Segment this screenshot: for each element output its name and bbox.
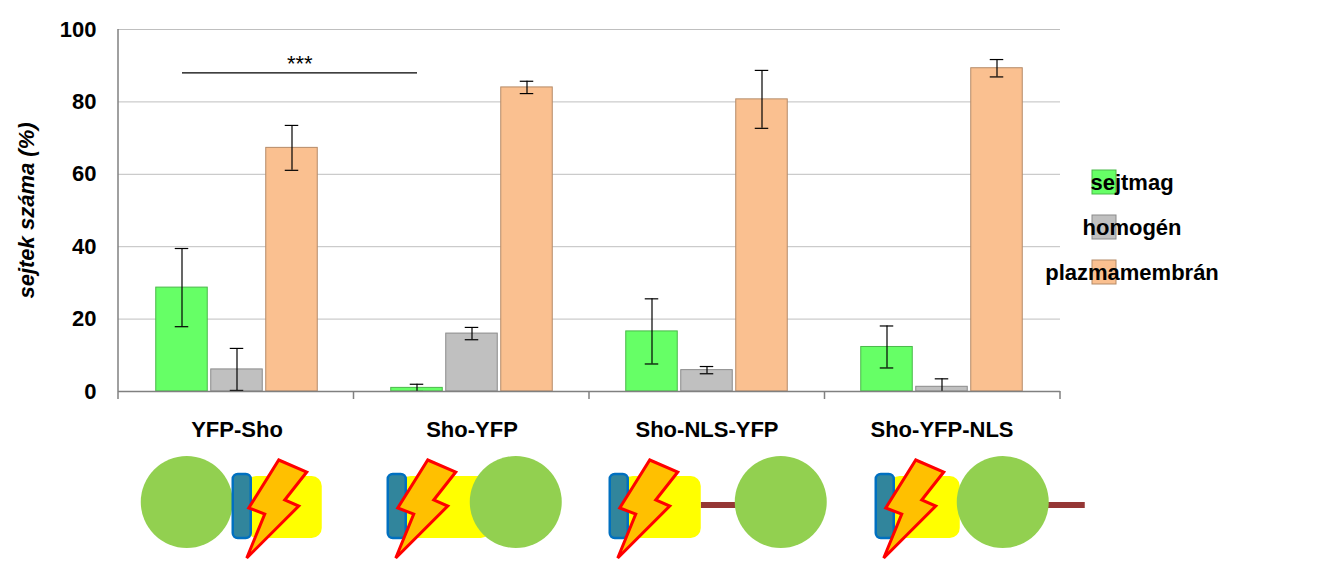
svg-text:100: 100 <box>60 17 97 42</box>
svg-text:0: 0 <box>84 379 96 404</box>
svg-text:Sho-NLS-YFP: Sho-NLS-YFP <box>636 417 779 442</box>
svg-text:plazmamembrán: plazmamembrán <box>1045 260 1219 285</box>
svg-text:sejtmag: sejtmag <box>1090 170 1173 195</box>
svg-text:homogén: homogén <box>1083 215 1182 240</box>
svg-text:20: 20 <box>72 306 96 331</box>
svg-text:***: *** <box>287 51 313 76</box>
svg-text:sejtek száma (%): sejtek száma (%) <box>14 122 39 298</box>
svg-text:YFP-Sho: YFP-Sho <box>191 417 283 442</box>
svg-text:Sho-YFP: Sho-YFP <box>426 417 518 442</box>
svg-text:80: 80 <box>72 89 96 114</box>
svg-text:40: 40 <box>72 234 96 259</box>
svg-text:60: 60 <box>72 161 96 186</box>
svg-text:Sho-YFP-NLS: Sho-YFP-NLS <box>871 417 1014 442</box>
